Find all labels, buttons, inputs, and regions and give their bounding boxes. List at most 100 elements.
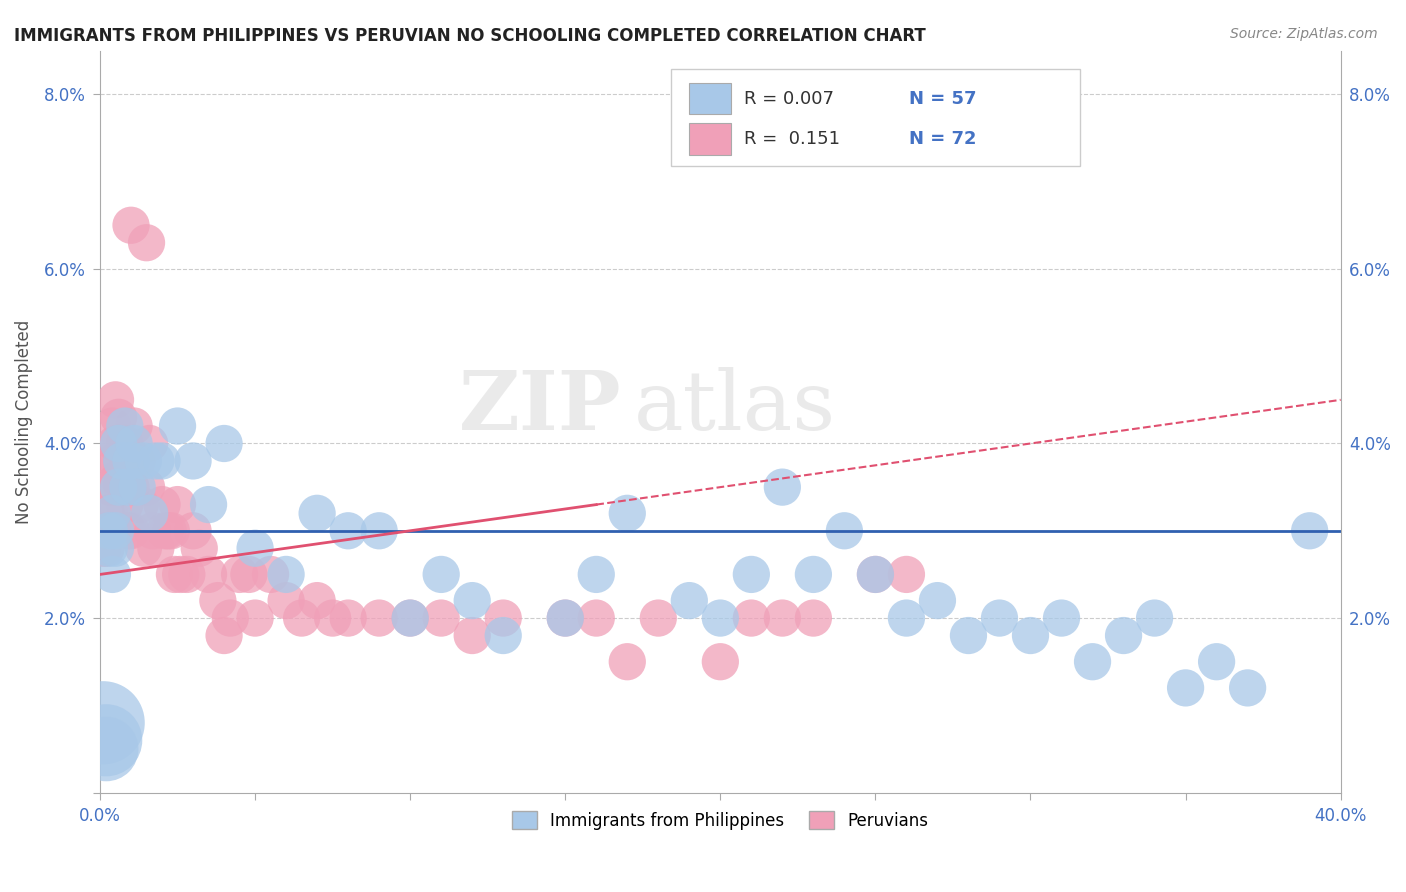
Point bbox=[585, 611, 607, 625]
Point bbox=[114, 498, 136, 512]
Point bbox=[104, 524, 127, 538]
Point bbox=[166, 498, 188, 512]
Point bbox=[197, 498, 219, 512]
Text: R = 0.007: R = 0.007 bbox=[744, 90, 834, 108]
Point bbox=[709, 611, 731, 625]
Text: N = 57: N = 57 bbox=[908, 90, 976, 108]
Point bbox=[430, 567, 453, 582]
Point bbox=[1236, 681, 1258, 695]
Point bbox=[138, 506, 160, 520]
Point bbox=[1081, 655, 1104, 669]
Point bbox=[337, 611, 360, 625]
Point bbox=[1019, 628, 1042, 642]
Point bbox=[101, 506, 124, 520]
FancyBboxPatch shape bbox=[689, 83, 731, 114]
Point bbox=[111, 480, 134, 494]
Point bbox=[120, 480, 142, 494]
Point bbox=[120, 219, 142, 233]
Point bbox=[274, 567, 297, 582]
Point bbox=[616, 655, 638, 669]
Point bbox=[181, 454, 204, 468]
Point bbox=[145, 541, 167, 556]
Point bbox=[1143, 611, 1166, 625]
Point bbox=[117, 454, 139, 468]
Text: IMMIGRANTS FROM PHILIPPINES VS PERUVIAN NO SCHOOLING COMPLETED CORRELATION CHART: IMMIGRANTS FROM PHILIPPINES VS PERUVIAN … bbox=[14, 27, 925, 45]
Point bbox=[91, 524, 114, 538]
Point bbox=[399, 611, 422, 625]
Point bbox=[117, 480, 139, 494]
Point bbox=[243, 611, 266, 625]
Point bbox=[554, 611, 576, 625]
Point bbox=[101, 480, 124, 494]
Point bbox=[337, 524, 360, 538]
Point bbox=[740, 611, 762, 625]
Text: atlas: atlas bbox=[634, 367, 835, 447]
Point bbox=[678, 593, 700, 607]
Point bbox=[274, 593, 297, 607]
Point bbox=[322, 611, 344, 625]
Point bbox=[153, 524, 176, 538]
Point bbox=[740, 567, 762, 582]
Point bbox=[96, 733, 118, 747]
Text: Source: ZipAtlas.com: Source: ZipAtlas.com bbox=[1230, 27, 1378, 41]
Point bbox=[96, 742, 118, 756]
Point bbox=[243, 541, 266, 556]
Point bbox=[114, 419, 136, 434]
Point bbox=[96, 506, 118, 520]
Point bbox=[461, 628, 484, 642]
Point bbox=[166, 419, 188, 434]
Point bbox=[238, 567, 260, 582]
Point bbox=[896, 567, 918, 582]
Point bbox=[461, 593, 484, 607]
Point bbox=[91, 715, 114, 730]
Point bbox=[122, 419, 145, 434]
Point bbox=[135, 235, 157, 250]
Point bbox=[104, 436, 127, 450]
Point bbox=[132, 454, 155, 468]
Point bbox=[988, 611, 1011, 625]
Point bbox=[228, 567, 250, 582]
Point bbox=[107, 410, 129, 425]
Point bbox=[120, 454, 142, 468]
Point bbox=[957, 628, 980, 642]
Point bbox=[291, 611, 314, 625]
Point bbox=[307, 593, 329, 607]
Point bbox=[803, 611, 825, 625]
Point bbox=[98, 524, 121, 538]
Point bbox=[122, 436, 145, 450]
Y-axis label: No Schooling Completed: No Schooling Completed bbox=[15, 319, 32, 524]
FancyBboxPatch shape bbox=[689, 123, 731, 154]
Point bbox=[1174, 681, 1197, 695]
Point bbox=[219, 611, 242, 625]
Point bbox=[492, 611, 515, 625]
Point bbox=[865, 567, 887, 582]
Point bbox=[98, 480, 121, 494]
Point bbox=[91, 541, 114, 556]
Point bbox=[1298, 524, 1320, 538]
Point bbox=[114, 436, 136, 450]
Point bbox=[157, 524, 180, 538]
Point bbox=[770, 480, 793, 494]
Point bbox=[307, 506, 329, 520]
Point bbox=[927, 593, 949, 607]
Point bbox=[150, 454, 173, 468]
Point bbox=[554, 611, 576, 625]
Point bbox=[138, 436, 160, 450]
Point bbox=[104, 541, 127, 556]
Legend: Immigrants from Philippines, Peruvians: Immigrants from Philippines, Peruvians bbox=[505, 805, 935, 837]
Point bbox=[107, 436, 129, 450]
Point bbox=[101, 567, 124, 582]
Point bbox=[803, 567, 825, 582]
Point bbox=[104, 454, 127, 468]
Point bbox=[1112, 628, 1135, 642]
Point bbox=[647, 611, 669, 625]
Point bbox=[770, 611, 793, 625]
Point bbox=[1050, 611, 1073, 625]
Point bbox=[135, 480, 157, 494]
Point bbox=[127, 454, 149, 468]
Text: N = 72: N = 72 bbox=[908, 130, 976, 148]
Point bbox=[101, 524, 124, 538]
Point bbox=[709, 655, 731, 669]
Point bbox=[212, 436, 235, 450]
Point bbox=[160, 524, 183, 538]
